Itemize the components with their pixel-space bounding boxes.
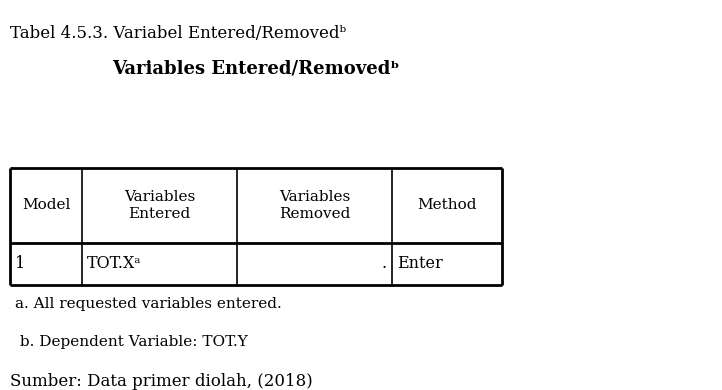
Text: Sumber: Data primer diolah, (2018): Sumber: Data primer diolah, (2018) xyxy=(10,373,313,390)
Text: .: . xyxy=(382,255,387,273)
Text: a. All requested variables entered.: a. All requested variables entered. xyxy=(15,297,282,311)
Text: Variables
Removed: Variables Removed xyxy=(279,190,350,221)
Text: TOT.Xᵃ: TOT.Xᵃ xyxy=(87,255,142,273)
Text: 1: 1 xyxy=(15,255,25,273)
Text: Method: Method xyxy=(417,199,477,213)
Text: Variables Entered/Removedᵇ: Variables Entered/Removedᵇ xyxy=(113,60,400,78)
Text: b. Dependent Variable: TOT.Y: b. Dependent Variable: TOT.Y xyxy=(15,335,248,349)
Text: Tabel 4.5.3. Variabel Entered/Removedᵇ: Tabel 4.5.3. Variabel Entered/Removedᵇ xyxy=(10,25,347,42)
Text: Variables
Entered: Variables Entered xyxy=(124,190,195,221)
Text: Model: Model xyxy=(22,199,70,213)
Text: Enter: Enter xyxy=(397,255,443,273)
